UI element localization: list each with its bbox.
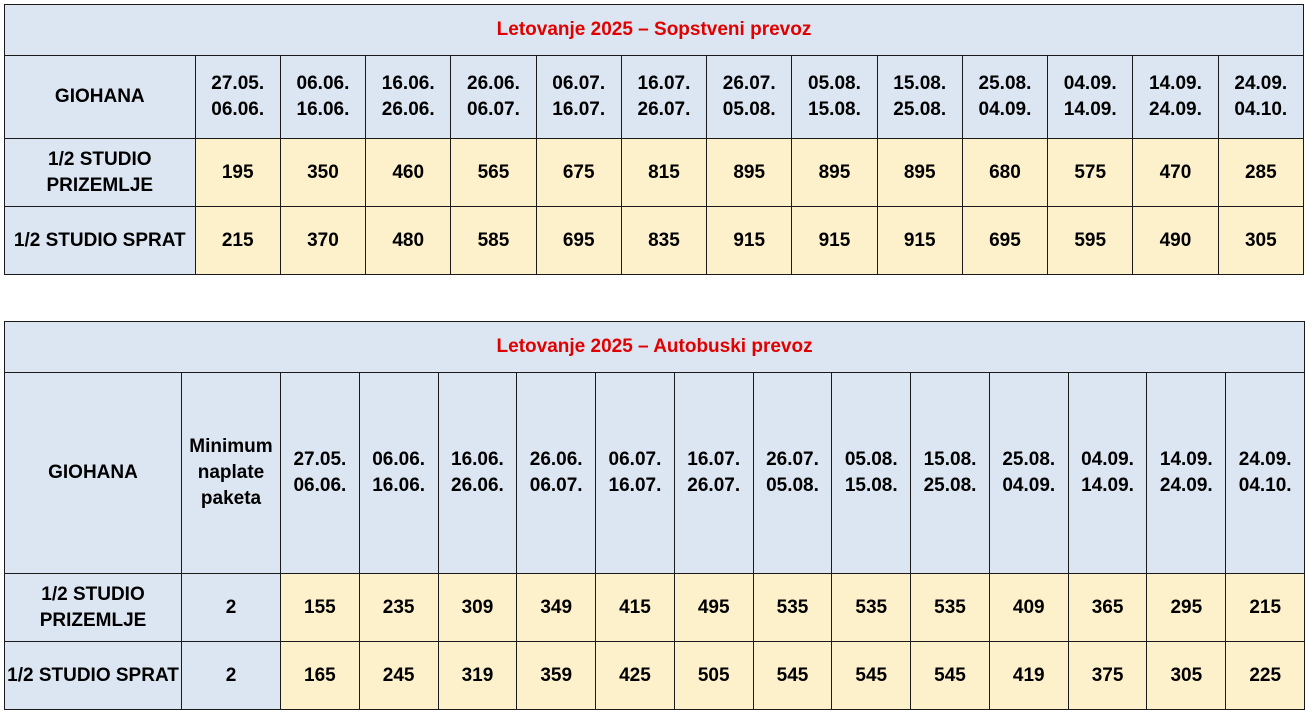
table-row: 1/2 STUDIO PRIZEMLJE 195 350 460 565 675…: [4, 138, 1305, 207]
price-cell: 349: [516, 573, 597, 642]
minimum-payment-header: Minimum naplate paketa: [181, 372, 281, 574]
price-cell: 350: [279, 138, 367, 207]
period-header: 25.08. 04.09.: [961, 55, 1049, 139]
period-header: 16.07. 26.07.: [673, 372, 754, 574]
price-cell: 695: [535, 206, 622, 275]
period-header: 15.08. 25.08.: [876, 55, 963, 139]
price-cell: 295: [1146, 573, 1227, 642]
period-header: 26.07. 05.08.: [752, 372, 833, 574]
room-type-label: 1/2 STUDIO SPRAT: [4, 641, 182, 710]
price-cell: 545: [752, 641, 833, 710]
price-cell: 215: [1225, 573, 1306, 642]
period-header: 14.09. 24.09.: [1132, 55, 1219, 139]
price-cell: 470: [1132, 138, 1219, 207]
header-row: GIOHANA 27.05. 06.06. 06.06. 16.06. 16.0…: [4, 55, 1305, 139]
period-header: 06.06. 16.06.: [279, 55, 367, 139]
price-cell: 490: [1132, 206, 1219, 275]
price-cell: 915: [706, 206, 793, 275]
price-cell: 305: [1146, 641, 1227, 710]
price-cell: 215: [194, 206, 281, 275]
price-cell: 370: [279, 206, 367, 275]
period-header: 05.08. 15.08.: [831, 372, 912, 574]
period-header: 26.06. 06.07.: [516, 372, 597, 574]
price-cell: 480: [365, 206, 452, 275]
price-cell: 545: [831, 641, 912, 710]
hotel-name-header: GIOHANA: [4, 55, 196, 139]
price-cell: 915: [876, 206, 963, 275]
price-cell: 695: [961, 206, 1049, 275]
period-header: 27.05. 06.06.: [194, 55, 281, 139]
price-cell: 535: [831, 573, 912, 642]
minimum-payment-cell: 2: [181, 641, 281, 710]
period-header: 24.09. 04.10.: [1217, 55, 1305, 139]
price-cell: 460: [365, 138, 452, 207]
table-row: 1/2 STUDIO SPRAT 215 370 480 585 695 835…: [4, 206, 1305, 275]
price-cell: 895: [791, 138, 878, 207]
price-cell: 835: [620, 206, 708, 275]
room-type-label: 1/2 STUDIO PRIZEMLJE: [4, 138, 196, 207]
price-cell: 535: [752, 573, 833, 642]
price-cell: 505: [673, 641, 754, 710]
period-header: 04.09. 14.09.: [1047, 55, 1134, 139]
price-cell: 225: [1225, 641, 1306, 710]
period-header: 27.05. 06.06.: [280, 372, 360, 574]
price-cell: 419: [988, 641, 1069, 710]
price-cell: 425: [595, 641, 675, 710]
period-header: 04.09. 14.09.: [1067, 372, 1148, 574]
price-table-autobuski-prevoz: Letovanje 2025 – Autobuski prevoz GIOHAN…: [3, 321, 1306, 710]
price-cell: 375: [1067, 641, 1148, 710]
price-cell: 415: [595, 573, 675, 642]
price-cell: 595: [1047, 206, 1134, 275]
price-cell: 815: [620, 138, 708, 207]
price-cell: 895: [706, 138, 793, 207]
room-type-label: 1/2 STUDIO PRIZEMLJE: [4, 573, 182, 642]
period-header: 06.07. 16.07.: [535, 55, 622, 139]
room-type-label: 1/2 STUDIO SPRAT: [4, 206, 196, 275]
price-cell: 195: [194, 138, 281, 207]
price-cell: 565: [450, 138, 537, 207]
price-cell: 409: [988, 573, 1069, 642]
period-header: 16.06. 26.06.: [365, 55, 452, 139]
period-header: 14.09. 24.09.: [1146, 372, 1227, 574]
table-row: 1/2 STUDIO SPRAT 2 165 245 319 359 425 5…: [4, 641, 1306, 710]
period-header: 25.08. 04.09.: [988, 372, 1069, 574]
price-cell: 165: [280, 641, 360, 710]
hotel-name-header: GIOHANA: [4, 372, 182, 574]
price-cell: 545: [910, 641, 990, 710]
period-header: 16.07. 26.07.: [620, 55, 708, 139]
price-cell: 245: [358, 641, 439, 710]
price-cell: 535: [910, 573, 990, 642]
price-cell: 915: [791, 206, 878, 275]
minimum-payment-cell: 2: [181, 573, 281, 642]
period-header: 15.08. 25.08.: [910, 372, 990, 574]
price-cell: 365: [1067, 573, 1148, 642]
price-cell: 155: [280, 573, 360, 642]
price-cell: 305: [1217, 206, 1305, 275]
price-cell: 675: [535, 138, 622, 207]
period-header: 26.06. 06.07.: [450, 55, 537, 139]
table-title: Letovanje 2025 – Autobuski prevoz: [3, 321, 1306, 373]
price-cell: 680: [961, 138, 1049, 207]
table-title: Letovanje 2025 – Sopstveni prevoz: [4, 4, 1304, 56]
price-cell: 235: [358, 573, 439, 642]
price-cell: 285: [1217, 138, 1305, 207]
price-cell: 895: [876, 138, 963, 207]
price-cell: 575: [1047, 138, 1134, 207]
price-cell: 319: [437, 641, 518, 710]
period-header: 06.06. 16.06.: [358, 372, 439, 574]
period-header: 16.06. 26.06.: [437, 372, 518, 574]
period-header: 06.07. 16.07.: [595, 372, 675, 574]
period-header: 05.08. 15.08.: [791, 55, 878, 139]
period-header: 24.09. 04.10.: [1225, 372, 1306, 574]
price-cell: 359: [516, 641, 597, 710]
price-cell: 309: [437, 573, 518, 642]
header-row: GIOHANA Minimum naplate paketa 27.05. 06…: [4, 372, 1306, 574]
price-table-sopstveni-prevoz: Letovanje 2025 – Sopstveni prevoz GIOHAN…: [4, 4, 1305, 275]
price-cell: 495: [673, 573, 754, 642]
price-cell: 585: [450, 206, 537, 275]
table-row: 1/2 STUDIO PRIZEMLJE 2 155 235 309 349 4…: [4, 573, 1306, 642]
period-header: 26.07. 05.08.: [706, 55, 793, 139]
